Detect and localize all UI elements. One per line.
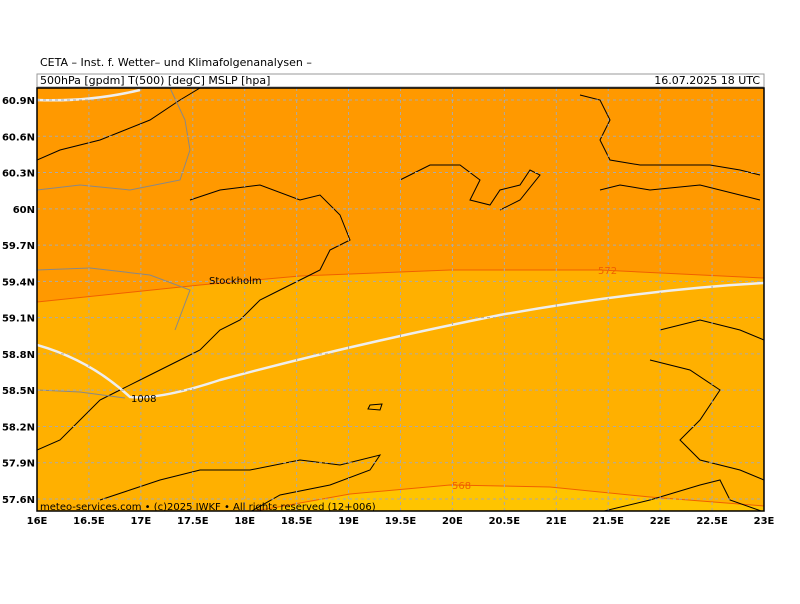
lon-tick-label: 20.5E	[489, 516, 521, 527]
lon-tick-label: 23E	[754, 516, 775, 527]
header-title: CETA – Inst. f. Wetter– und Klimafolgena…	[40, 56, 312, 69]
lon-tick-label: 19E	[338, 516, 359, 527]
lat-tick-label: 59.7N	[2, 241, 35, 252]
lon-tick-label: 21E	[546, 516, 567, 527]
city-label: Stockholm	[209, 276, 262, 287]
lat-tick-label: 58.8N	[2, 350, 35, 361]
lat-tick-label: 60.9N	[2, 96, 35, 107]
lon-tick-label: 22.5E	[696, 516, 728, 527]
lat-tick-label: 59.1N	[2, 314, 35, 325]
region-high	[37, 88, 764, 302]
lon-tick-label: 17.5E	[177, 516, 209, 527]
lat-tick-label: 58.2N	[2, 422, 35, 433]
lat-tick-label: 60.6N	[2, 132, 35, 143]
lat-tick-label: 57.9N	[2, 459, 35, 470]
lon-tick-label: 19.5E	[385, 516, 417, 527]
lon-tick-label: 20E	[442, 516, 463, 527]
isobar-1008	[37, 281, 764, 399]
lat-tick-label: 57.6N	[2, 495, 35, 506]
contour-label: 568	[452, 481, 471, 492]
lat-tick-label: 60.3N	[2, 169, 35, 180]
isobar	[37, 88, 141, 102]
header-fields: 500hPa [gpdm] T(500) [degC] MSLP [hpa]	[40, 74, 270, 87]
contour-572	[37, 269, 764, 303]
lon-tick-label: 22E	[650, 516, 671, 527]
lat-tick-label: 59.4N	[2, 277, 35, 288]
header-box	[36, 73, 765, 88]
map-frame	[36, 87, 765, 512]
lon-tick-label: 16E	[27, 516, 48, 527]
footer: meteo-services.com • (c)2025 IWKF • All …	[40, 502, 376, 513]
map-area: 572 568 1008 Stockholm meteo-services.co…	[37, 88, 764, 513]
lon-tick-label: 17E	[130, 516, 151, 527]
isobar-label: 1008	[131, 394, 156, 405]
lon-tick-label: 16.5E	[73, 516, 105, 527]
lat-tick-label: 58.5N	[2, 386, 35, 397]
lon-tick-label: 18.5E	[281, 516, 313, 527]
contour-label: 572	[598, 266, 617, 277]
lat-tick-label: 60N	[13, 205, 35, 216]
header-time: 16.07.2025 18 UTC	[654, 74, 760, 87]
lon-tick-label: 21.5E	[592, 516, 624, 527]
lon-tick-label: 18E	[234, 516, 255, 527]
